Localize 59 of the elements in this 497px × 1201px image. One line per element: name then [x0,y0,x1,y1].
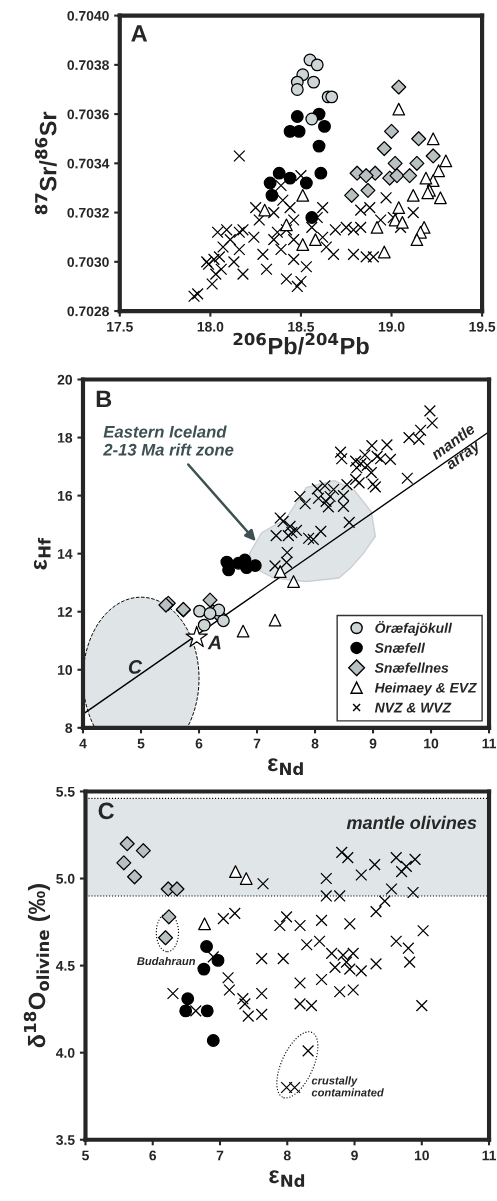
y-tick-label: 0.7030 [67,257,109,268]
x-tick-label: 6 [149,1150,157,1161]
y-tick-label: 0.7028 [67,306,109,317]
x-tick-label: 8 [283,1150,291,1161]
y-tick-label: 10 [58,665,73,675]
y-tick-label: 20 [57,374,73,385]
x-tick-label: 11 [482,1150,496,1161]
legend-label: Snæfellnes [374,662,449,673]
x-tick-label: 18.0 [197,321,224,332]
y-tick-label: 4.0 [55,1048,75,1058]
x-tick-label: 7 [253,738,261,749]
legend-label: Snæfell [374,642,426,653]
y-tick-label: 3.5 [56,1135,75,1145]
y-tick-label: 16 [58,490,73,501]
y-axis-title: ε$_{Hf}$ [33,537,51,570]
band-label: mantle olivines [346,815,477,830]
chart-title: B [96,390,112,408]
y-tick-label: 4.5 [55,961,75,971]
y-tick-label: 0.7036 [67,109,109,120]
x-tick-label: 10 [414,1150,429,1161]
annotation: A [207,635,221,650]
x-tick-label: 10 [424,738,439,749]
x-tick-label: 19.0 [378,321,405,332]
annotation: crustally contaminated [311,1076,384,1097]
x-tick-label: 9 [351,1150,358,1161]
chart-title: C [98,802,114,820]
annotation: Eastern Iceland 2-13 Ma rift zone [103,425,234,456]
y-tick-label: 14 [58,549,73,559]
x-tick-label: 18.5 [288,321,315,332]
x-tick-label: 17.5 [107,321,133,332]
x-axis-title: ε$_{Nd}$ [269,1170,305,1188]
x-tick-label: 9 [369,738,377,749]
legend-label: NVZ & WVZ [374,702,452,713]
x-tick-label: 19.5 [469,321,496,332]
x-tick-label: 11 [482,738,496,749]
x-tick-label: 8 [311,738,319,749]
y-tick-label: 5.0 [56,873,75,884]
y-tick-label: 18 [58,432,73,443]
y-tick-label: 12 [58,607,73,617]
y-axis-title: $^{87}$Sr/$^{86}$Sr [34,111,57,215]
y-tick-label: 5.5 [56,786,75,797]
chart-title: A [131,25,148,42]
x-tick-label: 4 [79,738,87,749]
legend-label: Öræfajökull [375,621,453,636]
x-tick-label: 7 [216,1150,224,1161]
y-axis-title: δ$^{18}$O$_{olivine}$ (‰) [23,884,50,1048]
y-tick-label: 0.7038 [67,60,109,71]
annotation: C [128,660,143,674]
y-tick-label: 0.7040 [67,10,109,21]
x-tick-label: 5 [137,738,145,749]
annotation: Budahraun [137,956,196,966]
y-tick-label: 8 [65,723,73,733]
x-axis-title: $^{206}$Pb/$^{204}$Pb [233,332,369,355]
x-tick-label: 6 [195,738,203,749]
x-axis-title: ε$_{Nd}$ [268,758,303,776]
y-tick-label: 0.7032 [67,207,109,218]
legend-label: Heimaey & EVZ [374,682,477,696]
x-tick-label: 5 [82,1150,89,1161]
y-tick-label: 0.7034 [67,158,110,169]
